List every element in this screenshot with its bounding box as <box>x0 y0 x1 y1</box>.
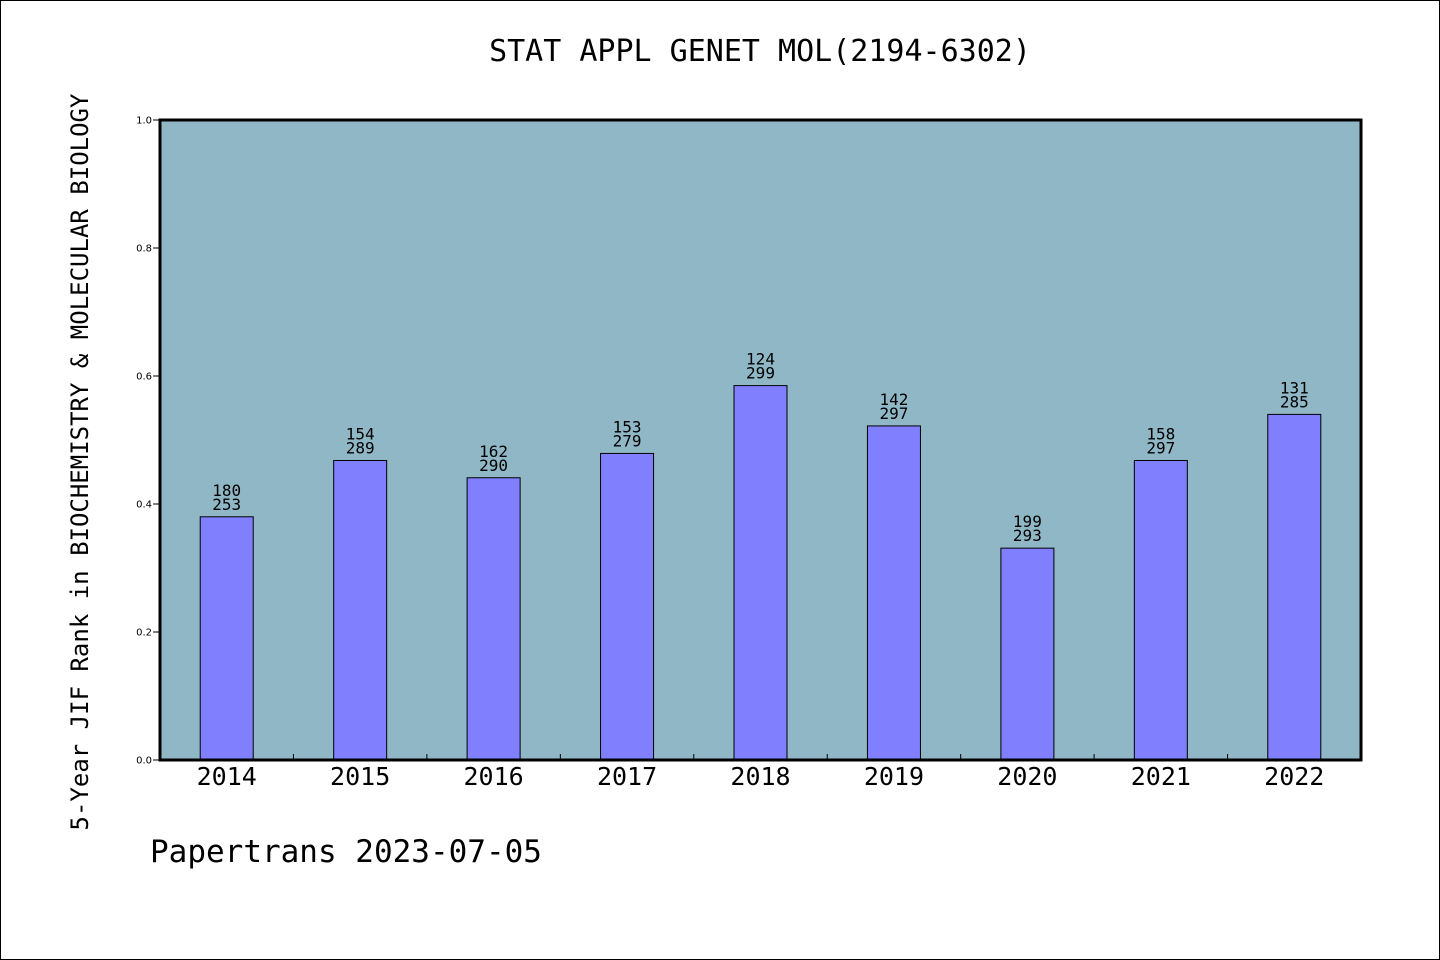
x-tick-label: 2021 <box>1131 762 1191 791</box>
bar <box>1000 547 1055 761</box>
bar-label-total: 289 <box>346 438 375 457</box>
bar-label-rank: 131 <box>1280 378 1309 397</box>
y-tick-label: 0.2 <box>136 628 152 639</box>
bar-label-rank: 142 <box>879 390 908 409</box>
bar-label-rank: 124 <box>746 350 775 369</box>
bar <box>199 516 254 761</box>
x-tick-label: 2019 <box>864 762 924 791</box>
y-tick-label: 1.0 <box>136 116 152 127</box>
chart-title: STAT APPL GENET MOL(2194-6302) <box>489 34 1031 69</box>
bar <box>466 477 521 761</box>
bar-label-total: 279 <box>613 431 642 450</box>
bar-label-rank: 180 <box>212 481 241 500</box>
y-tick-label: 0.0 <box>136 756 152 767</box>
bar-label-rank: 162 <box>479 442 508 461</box>
bar-label-total: 299 <box>746 364 775 383</box>
bar <box>333 459 388 761</box>
x-tick-label: 2014 <box>197 762 257 791</box>
bar-label-total: 285 <box>1280 392 1309 411</box>
x-tick-label: 2016 <box>464 762 524 791</box>
plot-border <box>158 118 1363 762</box>
y-tick-label: 0.4 <box>136 500 152 511</box>
bar <box>1133 459 1188 761</box>
x-tick-label: 2022 <box>1264 762 1324 791</box>
bar-label-total: 253 <box>212 495 241 514</box>
bar-label-total: 290 <box>479 456 508 475</box>
bar <box>600 452 655 761</box>
y-tick-label: 0.8 <box>136 244 152 255</box>
bar-label-total: 297 <box>1146 438 1175 457</box>
x-tick-label: 2018 <box>730 762 790 791</box>
bar <box>1267 413 1322 761</box>
x-tick-label: 2015 <box>330 762 390 791</box>
bar-label-rank: 154 <box>346 424 375 443</box>
bar-label-rank: 158 <box>1146 424 1175 443</box>
bar <box>733 385 788 761</box>
bar-label-total: 297 <box>879 404 908 423</box>
y-tick-label: 0.6 <box>136 372 152 383</box>
bar-label-total: 293 <box>1013 526 1042 545</box>
bar <box>866 425 921 761</box>
bar-label-rank: 153 <box>613 417 642 436</box>
x-tick-label: 2020 <box>997 762 1057 791</box>
x-tick-label: 2017 <box>597 762 657 791</box>
bar-label-rank: 199 <box>1013 512 1042 531</box>
footer-credit: Papertrans 2023-07-05 <box>150 834 542 870</box>
